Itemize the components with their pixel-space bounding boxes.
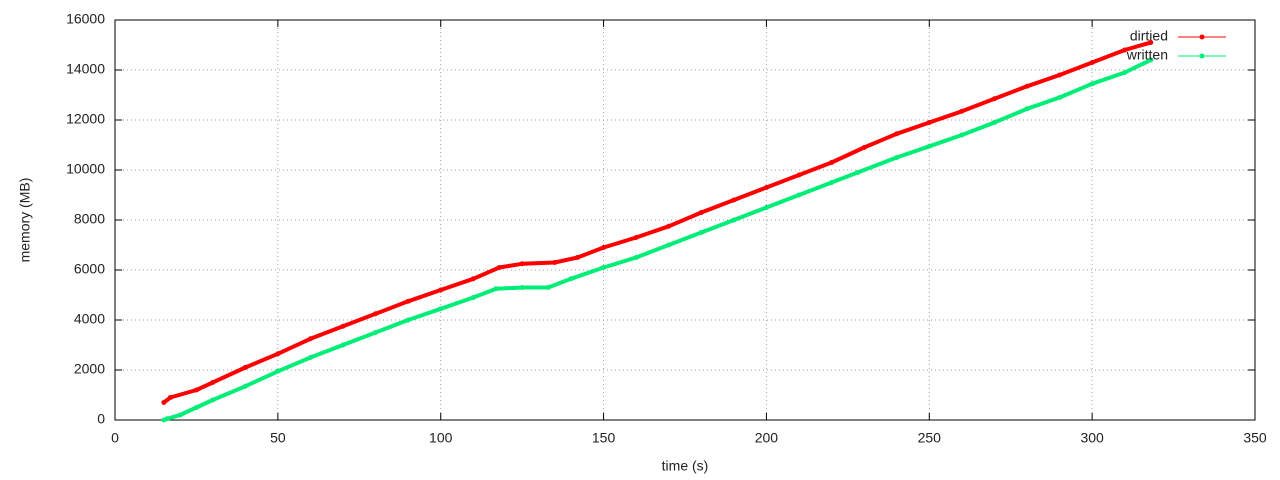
legend-label: written: [1126, 47, 1168, 63]
data-point: [1089, 60, 1095, 65]
data-point: [959, 108, 965, 114]
data-point: [796, 172, 802, 178]
series-line: [162, 40, 1152, 405]
data-point: [763, 205, 769, 210]
data-point: [568, 276, 574, 282]
data-point: [698, 230, 704, 235]
x-axis-label: time (s): [662, 458, 709, 474]
data-point: [698, 210, 704, 215]
data-point: [496, 265, 502, 270]
data-point: [193, 405, 199, 410]
x-tick-label: 0: [111, 430, 119, 446]
y-tick-label: 16000: [66, 11, 105, 27]
data-point: [193, 387, 199, 393]
data-point: [1057, 72, 1063, 78]
data-point: [340, 342, 346, 348]
data-point: [633, 255, 639, 260]
data-point: [959, 132, 965, 138]
data-point: [731, 217, 737, 223]
y-tick-label: 6000: [74, 261, 105, 277]
data-point: [167, 395, 173, 400]
x-tick-label: 100: [429, 430, 453, 446]
data-point: [242, 365, 248, 370]
legend-marker: [1199, 34, 1205, 40]
y-tick-label: 10000: [66, 161, 105, 177]
data-point: [340, 323, 346, 329]
data-point: [438, 287, 444, 293]
data-point: [1148, 57, 1154, 63]
data-point: [242, 383, 248, 389]
data-point: [164, 416, 170, 422]
y-tick-label: 14000: [66, 61, 105, 77]
data-point: [405, 298, 411, 304]
x-tick-label: 350: [1243, 430, 1267, 446]
data-point: [275, 368, 281, 374]
data-point: [601, 245, 607, 250]
data-point: [991, 120, 997, 125]
data-point: [519, 285, 525, 290]
legend-marker: [1199, 53, 1205, 59]
data-point: [1057, 95, 1063, 100]
data-point: [601, 265, 607, 270]
y-tick-label: 0: [97, 411, 105, 427]
data-point: [470, 295, 476, 300]
data-point: [519, 261, 525, 267]
data-point: [161, 400, 167, 405]
data-point: [438, 306, 444, 312]
data-point: [1148, 40, 1154, 45]
data-point: [1122, 70, 1128, 75]
data-point: [1089, 81, 1095, 87]
data-point: [666, 242, 672, 248]
data-point: [545, 285, 551, 290]
data-point: [829, 160, 835, 165]
data-point: [575, 255, 581, 260]
data-point: [991, 96, 997, 102]
data-point: [796, 192, 802, 198]
data-point: [210, 397, 216, 403]
data-point: [470, 276, 476, 282]
data-point: [1024, 83, 1030, 89]
data-point: [894, 155, 900, 160]
data-point: [894, 131, 900, 137]
data-point: [373, 311, 379, 317]
y-tick-label: 2000: [74, 361, 105, 377]
data-point: [275, 351, 281, 357]
y-tick-label: 12000: [66, 111, 105, 127]
data-point: [210, 380, 216, 385]
data-point: [926, 143, 932, 149]
data-point: [861, 145, 867, 150]
data-point: [373, 330, 379, 335]
x-tick-label: 250: [918, 430, 942, 446]
data-point: [633, 235, 639, 240]
data-point: [1122, 47, 1128, 53]
y-axis-label: memory (MB): [17, 178, 33, 263]
data-point: [1024, 106, 1030, 112]
data-point: [405, 317, 411, 323]
data-point: [855, 170, 861, 175]
data-point: [552, 260, 558, 265]
data-point: [731, 197, 737, 203]
y-tick-label: 8000: [74, 211, 105, 227]
data-point: [493, 286, 499, 292]
data-point: [666, 223, 672, 229]
x-tick-label: 50: [270, 430, 286, 446]
legend-label: dirtied: [1130, 28, 1168, 44]
plot-frame: [114, 19, 1256, 421]
data-point: [307, 355, 313, 360]
x-tick-label: 150: [592, 430, 616, 446]
x-tick-label: 200: [755, 430, 779, 446]
x-tick-label: 300: [1080, 430, 1104, 446]
data-point: [926, 120, 932, 125]
y-tick-label: 4000: [74, 311, 105, 327]
data-point: [829, 180, 835, 185]
data-point: [763, 185, 769, 190]
data-point: [307, 336, 313, 342]
data-point: [177, 412, 183, 418]
